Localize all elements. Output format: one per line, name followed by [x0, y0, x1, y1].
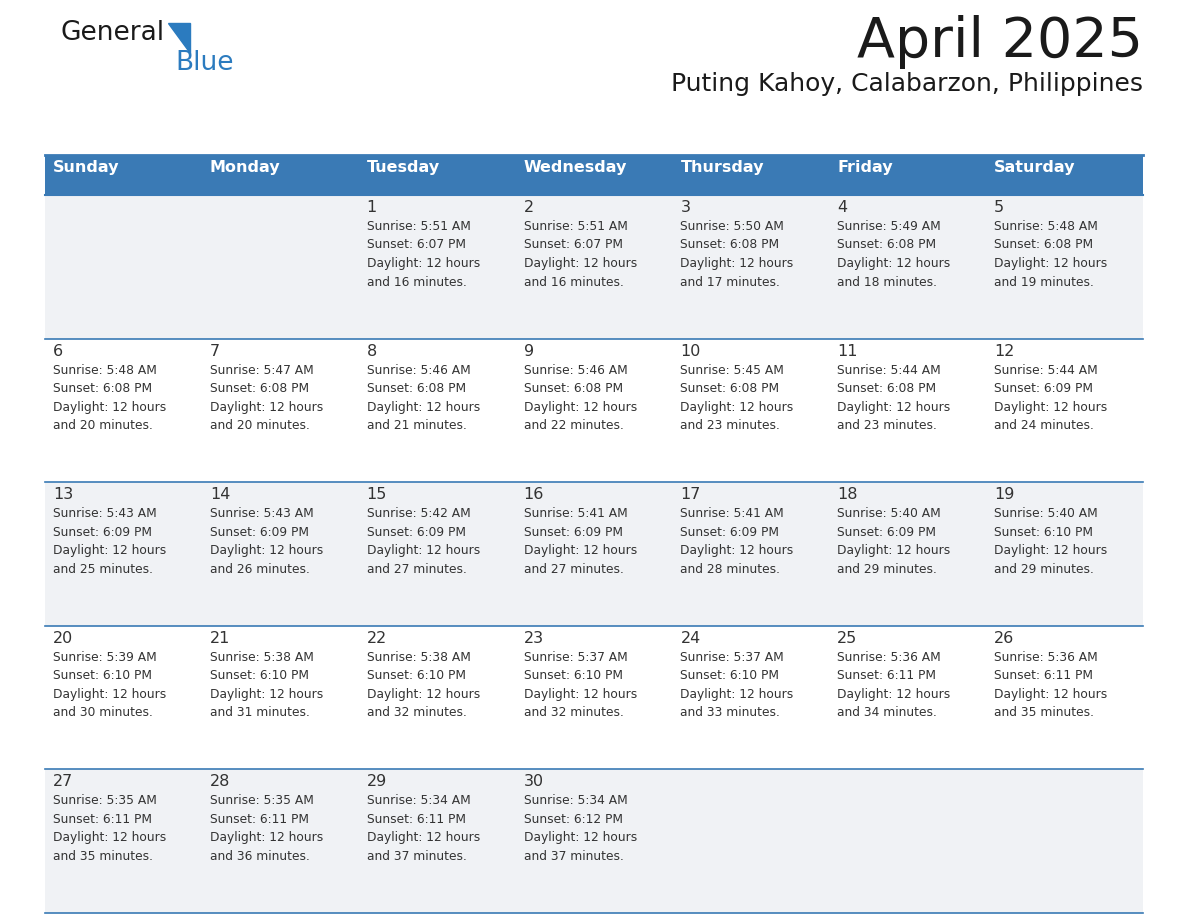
Text: Sunrise: 5:37 AM
Sunset: 6:10 PM
Daylight: 12 hours
and 32 minutes.: Sunrise: 5:37 AM Sunset: 6:10 PM Dayligh…	[524, 651, 637, 720]
Text: Sunrise: 5:40 AM
Sunset: 6:09 PM
Daylight: 12 hours
and 29 minutes.: Sunrise: 5:40 AM Sunset: 6:09 PM Dayligh…	[838, 508, 950, 576]
Text: Sunrise: 5:39 AM
Sunset: 6:10 PM
Daylight: 12 hours
and 30 minutes.: Sunrise: 5:39 AM Sunset: 6:10 PM Dayligh…	[53, 651, 166, 720]
Text: 9: 9	[524, 343, 533, 359]
Text: Sunrise: 5:44 AM
Sunset: 6:09 PM
Daylight: 12 hours
and 24 minutes.: Sunrise: 5:44 AM Sunset: 6:09 PM Dayligh…	[994, 364, 1107, 432]
Text: Sunrise: 5:42 AM
Sunset: 6:09 PM
Daylight: 12 hours
and 27 minutes.: Sunrise: 5:42 AM Sunset: 6:09 PM Dayligh…	[367, 508, 480, 576]
Text: 16: 16	[524, 487, 544, 502]
Text: Sunrise: 5:46 AM
Sunset: 6:08 PM
Daylight: 12 hours
and 22 minutes.: Sunrise: 5:46 AM Sunset: 6:08 PM Dayligh…	[524, 364, 637, 432]
Text: 22: 22	[367, 631, 387, 645]
Text: 23: 23	[524, 631, 544, 645]
Text: 18: 18	[838, 487, 858, 502]
Text: 5: 5	[994, 200, 1004, 215]
Text: Friday: Friday	[838, 160, 893, 175]
Text: 8: 8	[367, 343, 377, 359]
Text: Monday: Monday	[210, 160, 280, 175]
Text: 20: 20	[53, 631, 74, 645]
Text: April 2025: April 2025	[857, 15, 1143, 69]
Text: Thursday: Thursday	[681, 160, 764, 175]
Text: Sunrise: 5:34 AM
Sunset: 6:12 PM
Daylight: 12 hours
and 37 minutes.: Sunrise: 5:34 AM Sunset: 6:12 PM Dayligh…	[524, 794, 637, 863]
Text: 12: 12	[994, 343, 1015, 359]
Text: 15: 15	[367, 487, 387, 502]
Text: Sunrise: 5:51 AM
Sunset: 6:07 PM
Daylight: 12 hours
and 16 minutes.: Sunrise: 5:51 AM Sunset: 6:07 PM Dayligh…	[524, 220, 637, 288]
Text: Sunrise: 5:38 AM
Sunset: 6:10 PM
Daylight: 12 hours
and 32 minutes.: Sunrise: 5:38 AM Sunset: 6:10 PM Dayligh…	[367, 651, 480, 720]
Text: Sunrise: 5:35 AM
Sunset: 6:11 PM
Daylight: 12 hours
and 35 minutes.: Sunrise: 5:35 AM Sunset: 6:11 PM Dayligh…	[53, 794, 166, 863]
Text: Sunrise: 5:40 AM
Sunset: 6:10 PM
Daylight: 12 hours
and 29 minutes.: Sunrise: 5:40 AM Sunset: 6:10 PM Dayligh…	[994, 508, 1107, 576]
Text: 19: 19	[994, 487, 1015, 502]
Text: Sunrise: 5:46 AM
Sunset: 6:08 PM
Daylight: 12 hours
and 21 minutes.: Sunrise: 5:46 AM Sunset: 6:08 PM Dayligh…	[367, 364, 480, 432]
Text: Sunrise: 5:36 AM
Sunset: 6:11 PM
Daylight: 12 hours
and 34 minutes.: Sunrise: 5:36 AM Sunset: 6:11 PM Dayligh…	[838, 651, 950, 720]
Text: 24: 24	[681, 631, 701, 645]
Text: 11: 11	[838, 343, 858, 359]
Text: 3: 3	[681, 200, 690, 215]
Text: Sunrise: 5:48 AM
Sunset: 6:08 PM
Daylight: 12 hours
and 20 minutes.: Sunrise: 5:48 AM Sunset: 6:08 PM Dayligh…	[53, 364, 166, 432]
Text: Sunday: Sunday	[53, 160, 120, 175]
Text: Sunrise: 5:48 AM
Sunset: 6:08 PM
Daylight: 12 hours
and 19 minutes.: Sunrise: 5:48 AM Sunset: 6:08 PM Dayligh…	[994, 220, 1107, 288]
Text: 6: 6	[53, 343, 63, 359]
Text: Sunrise: 5:49 AM
Sunset: 6:08 PM
Daylight: 12 hours
and 18 minutes.: Sunrise: 5:49 AM Sunset: 6:08 PM Dayligh…	[838, 220, 950, 288]
Text: 29: 29	[367, 775, 387, 789]
Text: 2: 2	[524, 200, 533, 215]
Text: Wednesday: Wednesday	[524, 160, 627, 175]
Text: Sunrise: 5:34 AM
Sunset: 6:11 PM
Daylight: 12 hours
and 37 minutes.: Sunrise: 5:34 AM Sunset: 6:11 PM Dayligh…	[367, 794, 480, 863]
Text: Blue: Blue	[175, 50, 234, 76]
Text: 1: 1	[367, 200, 377, 215]
Text: 26: 26	[994, 631, 1015, 645]
Text: Sunrise: 5:37 AM
Sunset: 6:10 PM
Daylight: 12 hours
and 33 minutes.: Sunrise: 5:37 AM Sunset: 6:10 PM Dayligh…	[681, 651, 794, 720]
Text: 21: 21	[210, 631, 230, 645]
Text: Sunrise: 5:41 AM
Sunset: 6:09 PM
Daylight: 12 hours
and 28 minutes.: Sunrise: 5:41 AM Sunset: 6:09 PM Dayligh…	[681, 508, 794, 576]
Text: Sunrise: 5:47 AM
Sunset: 6:08 PM
Daylight: 12 hours
and 20 minutes.: Sunrise: 5:47 AM Sunset: 6:08 PM Dayligh…	[210, 364, 323, 432]
Text: Tuesday: Tuesday	[367, 160, 440, 175]
Text: 7: 7	[210, 343, 220, 359]
Text: 13: 13	[53, 487, 74, 502]
Text: Saturday: Saturday	[994, 160, 1075, 175]
Text: 28: 28	[210, 775, 230, 789]
Text: Sunrise: 5:41 AM
Sunset: 6:09 PM
Daylight: 12 hours
and 27 minutes.: Sunrise: 5:41 AM Sunset: 6:09 PM Dayligh…	[524, 508, 637, 576]
Text: 25: 25	[838, 631, 858, 645]
Text: 27: 27	[53, 775, 74, 789]
Text: 10: 10	[681, 343, 701, 359]
Text: General: General	[61, 20, 164, 46]
Text: Sunrise: 5:35 AM
Sunset: 6:11 PM
Daylight: 12 hours
and 36 minutes.: Sunrise: 5:35 AM Sunset: 6:11 PM Dayligh…	[210, 794, 323, 863]
Text: Sunrise: 5:44 AM
Sunset: 6:08 PM
Daylight: 12 hours
and 23 minutes.: Sunrise: 5:44 AM Sunset: 6:08 PM Dayligh…	[838, 364, 950, 432]
Text: Sunrise: 5:43 AM
Sunset: 6:09 PM
Daylight: 12 hours
and 25 minutes.: Sunrise: 5:43 AM Sunset: 6:09 PM Dayligh…	[53, 508, 166, 576]
Text: 14: 14	[210, 487, 230, 502]
Text: Sunrise: 5:51 AM
Sunset: 6:07 PM
Daylight: 12 hours
and 16 minutes.: Sunrise: 5:51 AM Sunset: 6:07 PM Dayligh…	[367, 220, 480, 288]
Text: Sunrise: 5:50 AM
Sunset: 6:08 PM
Daylight: 12 hours
and 17 minutes.: Sunrise: 5:50 AM Sunset: 6:08 PM Dayligh…	[681, 220, 794, 288]
Text: Sunrise: 5:38 AM
Sunset: 6:10 PM
Daylight: 12 hours
and 31 minutes.: Sunrise: 5:38 AM Sunset: 6:10 PM Dayligh…	[210, 651, 323, 720]
Text: Sunrise: 5:36 AM
Sunset: 6:11 PM
Daylight: 12 hours
and 35 minutes.: Sunrise: 5:36 AM Sunset: 6:11 PM Dayligh…	[994, 651, 1107, 720]
Text: Sunrise: 5:45 AM
Sunset: 6:08 PM
Daylight: 12 hours
and 23 minutes.: Sunrise: 5:45 AM Sunset: 6:08 PM Dayligh…	[681, 364, 794, 432]
Text: 17: 17	[681, 487, 701, 502]
Text: 4: 4	[838, 200, 847, 215]
Text: Sunrise: 5:43 AM
Sunset: 6:09 PM
Daylight: 12 hours
and 26 minutes.: Sunrise: 5:43 AM Sunset: 6:09 PM Dayligh…	[210, 508, 323, 576]
Text: Puting Kahoy, Calabarzon, Philippines: Puting Kahoy, Calabarzon, Philippines	[671, 72, 1143, 96]
Text: 30: 30	[524, 775, 544, 789]
